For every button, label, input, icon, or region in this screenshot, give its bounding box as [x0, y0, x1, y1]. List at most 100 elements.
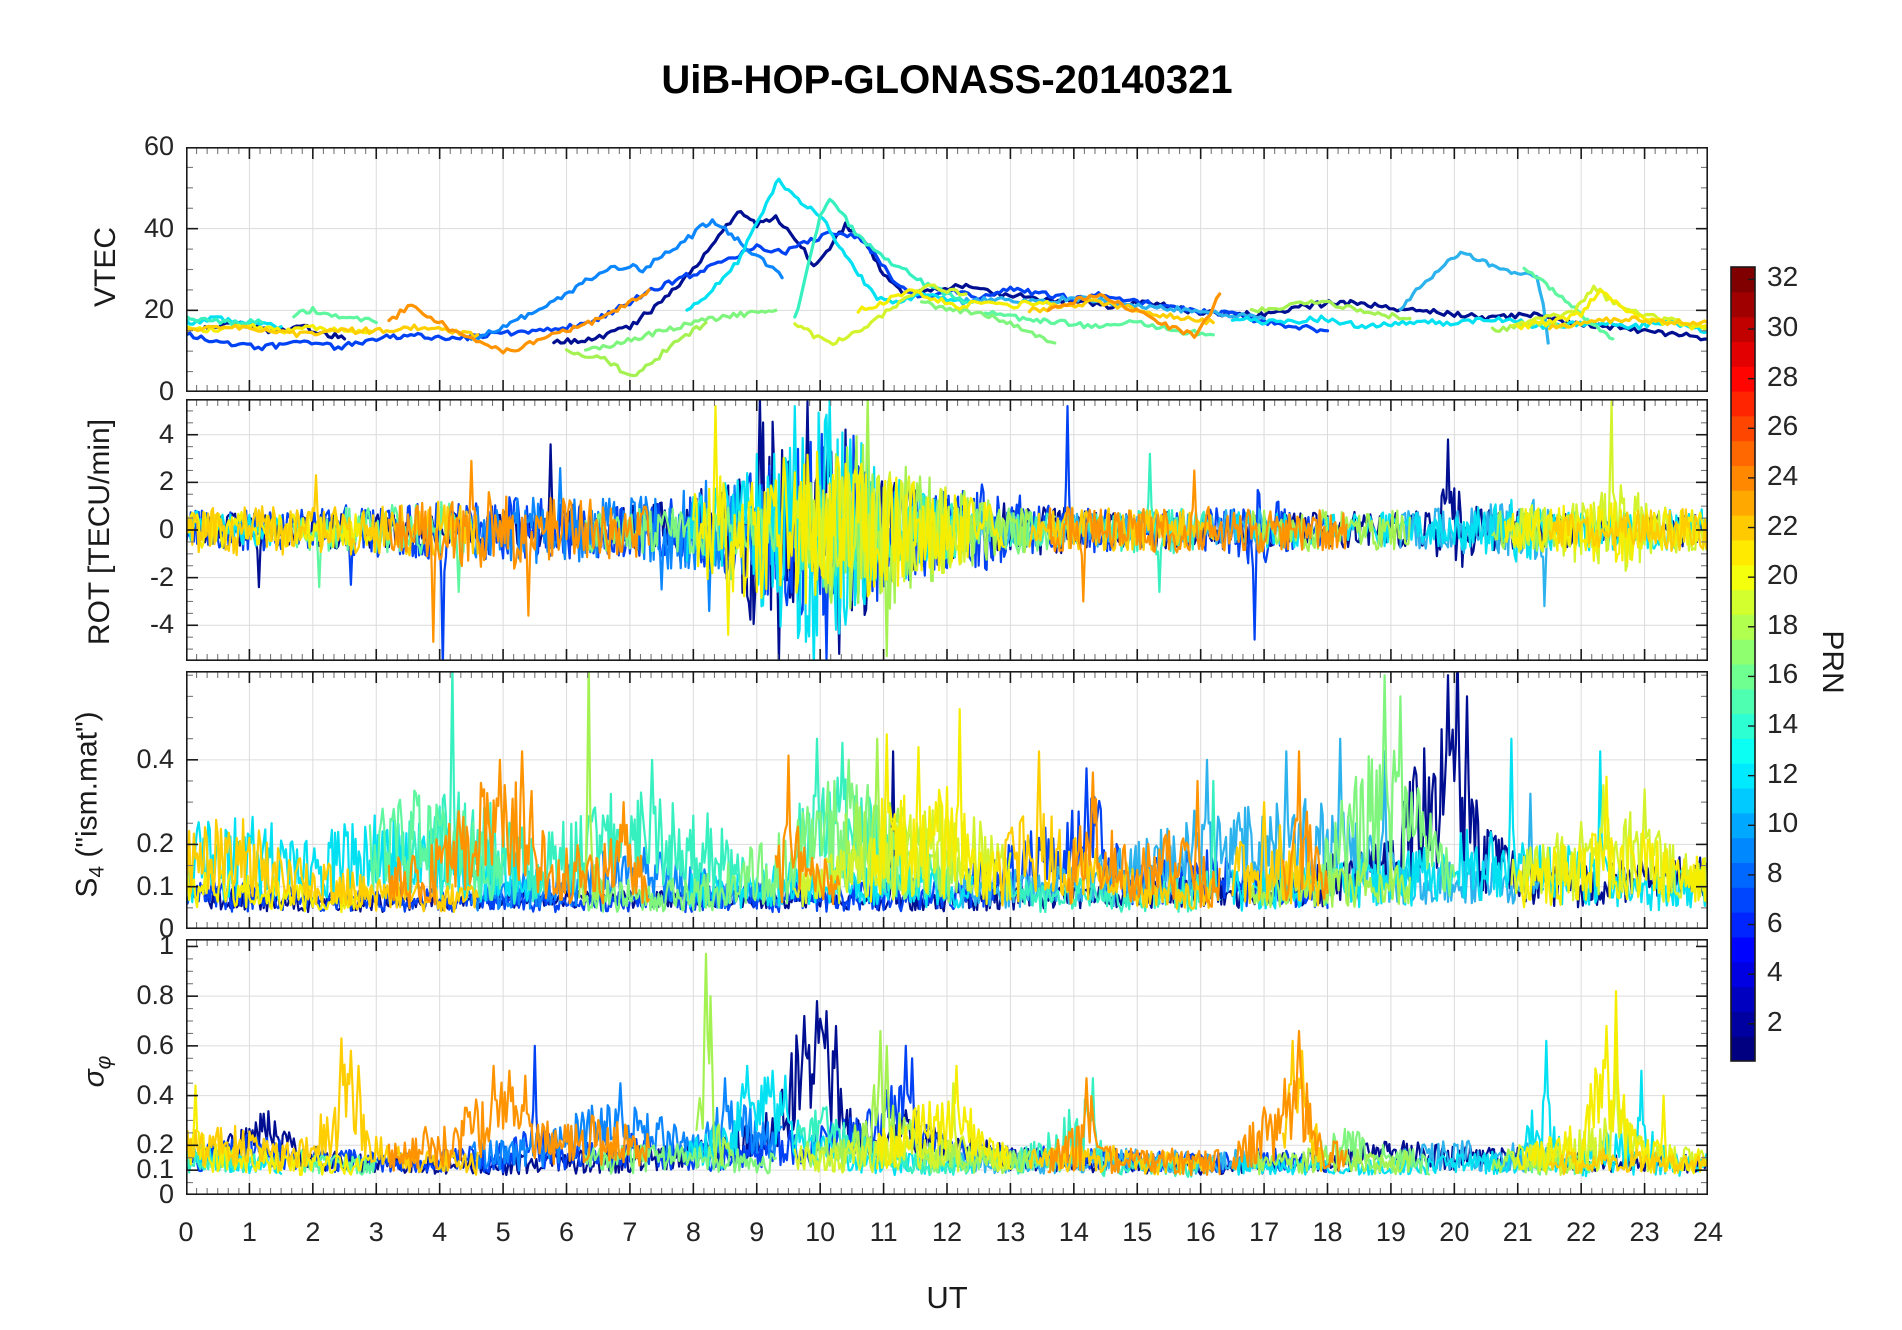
- chart-title: UiB-HOP-GLONASS-20140321: [661, 58, 1233, 102]
- x-tick-label: 6: [558, 1217, 575, 1247]
- colorbar-tick-label: 12: [1767, 757, 1799, 789]
- series-prn-23: [1046, 292, 1222, 339]
- colorbar-tick-label: 6: [1767, 906, 1783, 938]
- series-prn-15: [368, 789, 505, 901]
- series-prn-17: [1249, 299, 1412, 321]
- series-prn-23: [387, 750, 650, 910]
- y-tick-label-sigma_phi: 1: [158, 930, 174, 961]
- series-prn-16: [919, 300, 1057, 345]
- x-tick-label: 5: [495, 1217, 511, 1247]
- y-tick-label-s4: 0: [158, 913, 174, 943]
- colorbar-tick-label: 26: [1767, 410, 1799, 442]
- y-tick-label-vtec: 20: [143, 294, 174, 325]
- colorbar-tick-label: 14: [1767, 708, 1799, 740]
- x-tick-label: 22: [1566, 1217, 1597, 1247]
- x-tick-label: 19: [1375, 1217, 1406, 1247]
- series-prn-17: [578, 671, 600, 906]
- x-tick-label: 8: [685, 1217, 701, 1247]
- series-prn-20: [869, 707, 1012, 906]
- colorbar-tick-label: 22: [1767, 509, 1799, 541]
- series-prn-15: [983, 310, 1215, 337]
- series-prn-19: [1509, 284, 1708, 331]
- x-tick-label: 9: [749, 1217, 765, 1247]
- series-prn-21: [996, 750, 1215, 910]
- y-tick-label-vtec: 0: [158, 376, 174, 406]
- series-prn-21: [186, 323, 480, 339]
- colorbar: [1730, 266, 1756, 1062]
- x-tick-label: 24: [1692, 1217, 1724, 1247]
- y-tick-label-sigma_phi: 0.1: [136, 1154, 174, 1185]
- series-prn-23: [1281, 750, 1329, 902]
- colorbar-tick-label: 24: [1767, 459, 1799, 491]
- series-prn-8: [469, 218, 784, 341]
- x-tick-label: 14: [1058, 1217, 1089, 1247]
- y-tick-label-sigma_phi: 0.6: [136, 1029, 174, 1060]
- panel-s4: [186, 671, 1708, 929]
- series-prn-20: [692, 404, 1006, 636]
- series-prn-23: [1231, 1029, 1348, 1172]
- series-prn-23: [774, 754, 841, 906]
- colorbar-tick-label: 10: [1767, 807, 1799, 839]
- series-prn-16: [584, 1143, 777, 1175]
- series-prn-23: [1066, 771, 1221, 908]
- series-prn-17: [1250, 509, 1412, 553]
- y-tick-label-s4: 0.4: [136, 743, 174, 774]
- y-tick-label-sigma_phi: 0.4: [136, 1079, 174, 1110]
- series-prn-23: [1047, 1077, 1221, 1177]
- series-prn-17: [695, 952, 733, 1167]
- series-prn-12: [1230, 314, 1708, 335]
- series-prn-23: [387, 459, 650, 643]
- x-tick-label: 1: [241, 1217, 257, 1247]
- x-tick-label: 20: [1439, 1217, 1470, 1247]
- series-prn-14: [186, 314, 264, 327]
- x-tick-label: 4: [432, 1217, 448, 1247]
- series-prn-21: [1548, 1147, 1708, 1176]
- series-prn-15: [292, 305, 378, 325]
- series-prn-23: [1047, 469, 1348, 603]
- y-tick-label-sigma_phi: 0.2: [136, 1129, 174, 1160]
- y-tick-label-vtec: 60: [143, 131, 174, 161]
- y-tick-label-vtec: 40: [143, 212, 174, 243]
- panel-sigma_phi: [186, 939, 1708, 1195]
- series-prn-20: [876, 1064, 1012, 1170]
- x-tick-label: 0: [178, 1217, 194, 1247]
- y-tick-label-s4: 0.2: [136, 828, 174, 859]
- series-prn-16: [1320, 674, 1456, 906]
- x-tick-label: 3: [368, 1217, 384, 1247]
- x-tick-label: 17: [1249, 1217, 1280, 1247]
- panel-vtec: [186, 147, 1708, 392]
- x-tick-label: 16: [1185, 1217, 1216, 1247]
- series-prn-21: [1231, 801, 1323, 907]
- y-tick-label-sigma_phi: 0.8: [136, 980, 174, 1011]
- series-prn-20: [856, 288, 1063, 314]
- y-tick-label-rot: 0: [158, 514, 174, 544]
- panel-rot: [186, 399, 1708, 661]
- colorbar-tick-label: 20: [1767, 559, 1799, 591]
- y-tick-label-rot: -4: [149, 609, 174, 640]
- series-prn-19: [793, 283, 968, 347]
- series-prn-21: [186, 818, 479, 913]
- series-prn-17: [1250, 1147, 1412, 1176]
- series-prn-21: [1548, 507, 1708, 552]
- series-prn-19: [1510, 400, 1708, 572]
- colorbar-tick-label: 8: [1767, 856, 1783, 888]
- x-tick-label: 18: [1312, 1217, 1343, 1247]
- series-prn-20: [1516, 775, 1708, 909]
- x-tick-label: 15: [1122, 1217, 1153, 1247]
- x-tick-label: 10: [805, 1217, 836, 1247]
- colorbar-tick-label: 16: [1767, 658, 1799, 690]
- colorbar-tick-label: 2: [1767, 1005, 1783, 1037]
- y-tick-label-rot: 2: [158, 466, 174, 497]
- x-tick-label: 13: [995, 1217, 1026, 1247]
- x-tick-label: 21: [1502, 1217, 1533, 1247]
- series-prn-10: [1398, 250, 1550, 345]
- series-prn-17: [1250, 858, 1412, 909]
- y-tick-label-rot: 4: [158, 418, 174, 449]
- colorbar-tick-label: 18: [1767, 608, 1799, 640]
- series-prn-19: [793, 471, 968, 593]
- series-prn-21: [1028, 506, 1215, 552]
- colorbar-tick-label: 4: [1767, 956, 1783, 988]
- x-tick-label: 7: [622, 1217, 638, 1247]
- x-tick-label: 12: [931, 1217, 963, 1247]
